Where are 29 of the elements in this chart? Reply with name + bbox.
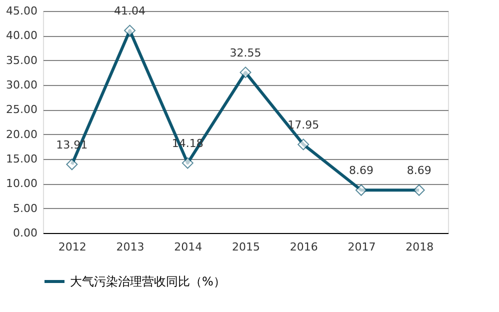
legend-label: 大气污染治理营收同比（%） [70, 274, 226, 288]
data-label: 17.95 [288, 118, 320, 132]
point [355, 184, 367, 196]
x-tick-label: 2015 [232, 240, 260, 254]
point [413, 184, 425, 196]
x-tick-label: 2016 [290, 240, 318, 254]
y-tick-label: 45.00 [6, 4, 38, 18]
y-tick-label: 15.00 [6, 152, 38, 166]
y-tick-label: 10.00 [6, 177, 38, 190]
y-tick-label: 0.00 [13, 226, 38, 240]
y-tick-label: 30.00 [6, 78, 38, 92]
data-label: 32.55 [230, 46, 262, 60]
point [182, 157, 194, 169]
x-tick-label: 2018 [406, 240, 434, 254]
x-tick-label: 2017 [348, 240, 376, 254]
x-tick-label: 2014 [174, 240, 202, 254]
y-tick-label: 25.00 [6, 103, 38, 116]
y-tick-label: 40.00 [6, 29, 38, 42]
data-label: 8.69 [348, 164, 374, 178]
point [240, 66, 252, 78]
x-tick-label: 2013 [116, 240, 144, 254]
y-tick-label: 35.00 [6, 54, 38, 67]
y-tick-label: 20.00 [6, 128, 38, 141]
point [124, 24, 136, 36]
data-label: 8.69 [406, 164, 432, 178]
point [66, 158, 78, 170]
y-tick-label: 5.00 [13, 202, 38, 215]
point [298, 138, 310, 150]
x-tick-label: 2012 [58, 240, 86, 254]
